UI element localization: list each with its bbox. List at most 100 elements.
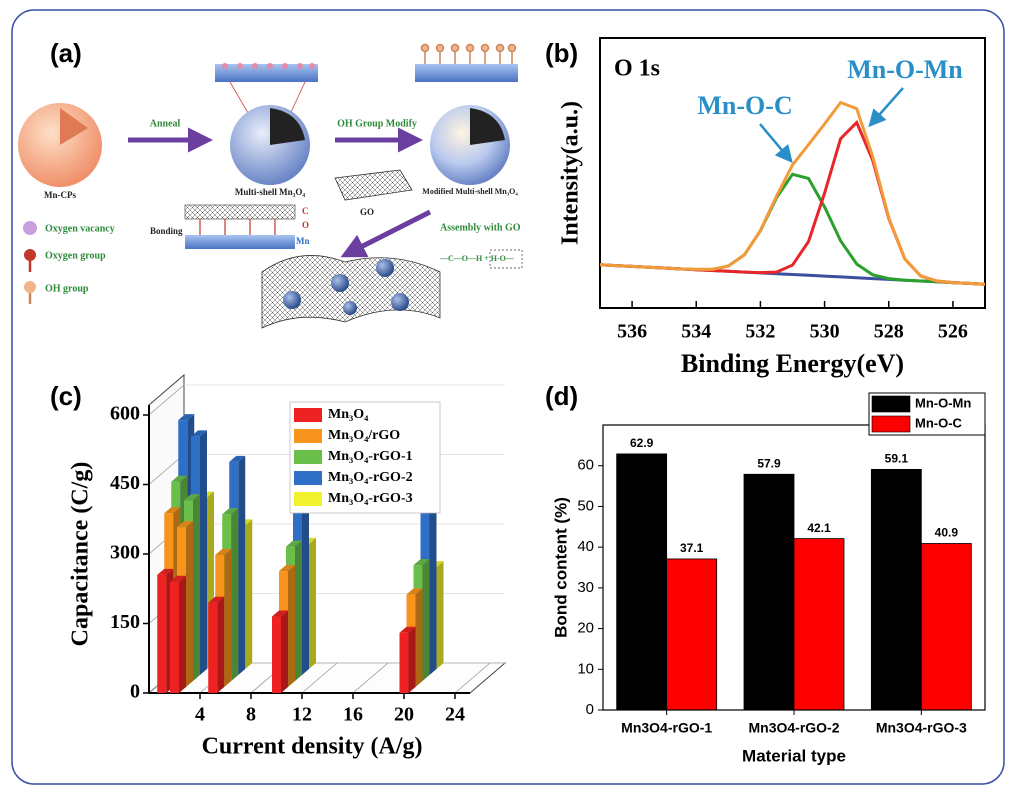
bar-side <box>200 430 207 675</box>
y-axis-label: Capacitance (C/g) <box>68 462 94 647</box>
legend-label: Oxygen vacancy <box>45 223 115 234</box>
panel-label: (c) <box>50 381 82 411</box>
bar <box>272 610 288 693</box>
legend-swatch <box>294 429 322 443</box>
legend-label: Oxygen group <box>45 250 106 261</box>
grid-line <box>148 454 185 485</box>
bar-top <box>286 540 302 547</box>
y-axis-label: Intensity(a.u.) <box>558 101 584 245</box>
outer-border <box>11 9 1005 785</box>
x-tick-label: 24 <box>445 704 465 726</box>
legend-swatch <box>294 471 322 485</box>
bar-side <box>217 596 225 693</box>
bar-side <box>193 494 200 681</box>
grid-line <box>148 384 185 416</box>
x-tick-label: 526 <box>938 321 968 343</box>
bar <box>743 473 795 711</box>
value-label: 42.1 <box>807 521 831 535</box>
bar-side <box>309 537 316 669</box>
bar-front <box>399 632 409 693</box>
x-tick-label: Mn3O4-rGO-2 <box>748 720 839 736</box>
x-tick-label: 20 <box>394 704 414 726</box>
sphere-wedge <box>470 108 505 145</box>
value-label: 59.1 <box>885 452 909 466</box>
node-label: GO <box>360 207 374 217</box>
bar <box>793 538 845 711</box>
x-tick-label: 530 <box>810 321 840 343</box>
diagram: (a) Mn-CPs Anneal Multi-shell Mn₃O₄ OH G… <box>18 38 523 329</box>
bar <box>920 543 972 711</box>
y-tick-label: 300 <box>110 542 140 564</box>
bar-top <box>215 548 232 555</box>
y-tick-label: 10 <box>577 660 594 677</box>
atom-label: C <box>302 206 309 216</box>
x-axis-label: Binding Energy(eV) <box>681 349 904 378</box>
x-axis-label: Material type <box>742 746 846 765</box>
legend-vacancy <box>23 221 37 235</box>
line-series <box>599 100 986 286</box>
bar-front <box>272 616 281 693</box>
bar <box>399 626 416 693</box>
y-tick-label: 0 <box>130 681 140 703</box>
x-tick-label: 536 <box>617 321 647 343</box>
x-tick-label: 528 <box>874 321 904 343</box>
bar-top <box>222 508 239 515</box>
legend-oh <box>24 281 36 293</box>
bar-side <box>415 588 423 687</box>
bar-top <box>279 565 295 572</box>
bar-front <box>170 581 179 693</box>
plot-frame <box>602 424 986 711</box>
y-tick-label: 150 <box>110 611 140 633</box>
node-label: Modified Multi-shell Mn₃O₄ <box>422 187 518 196</box>
grid-line <box>454 662 491 694</box>
y-tick-label: 50 <box>577 497 594 514</box>
node-label: Multi-shell Mn₃O₄ <box>235 187 305 197</box>
legend-label: OH group <box>45 283 89 294</box>
assembled-spheres <box>283 259 409 315</box>
bar-top <box>177 521 193 528</box>
value-label: 62.9 <box>630 436 654 450</box>
bar-top <box>399 626 416 633</box>
bonds <box>199 219 276 235</box>
panel-label: (a) <box>50 38 82 68</box>
bar-top <box>406 588 423 595</box>
legend-label: Mn-O-C <box>915 415 963 430</box>
atom-label: O <box>302 220 309 230</box>
bar-side <box>422 559 430 681</box>
bar-side <box>436 561 444 669</box>
y-tick-label: 450 <box>110 472 140 494</box>
bar-side <box>245 519 253 669</box>
bar-top <box>171 475 188 482</box>
bar-side <box>281 610 288 693</box>
bar <box>170 575 186 693</box>
legend-swatch <box>871 395 911 413</box>
legend-label: Mn-O-Mn <box>915 395 971 410</box>
reaction: —C—O—H + H-O— <box>439 254 515 263</box>
y-tick-label: 0 <box>586 701 594 718</box>
legend-label: Mn₃O₄-rGO-2 <box>328 470 413 485</box>
bar-side <box>429 506 437 675</box>
bar-front <box>157 574 167 693</box>
bar <box>616 453 668 711</box>
bar-front <box>208 602 218 693</box>
bar-side <box>288 565 295 687</box>
value-label: 37.1 <box>680 541 704 555</box>
legend-swatch <box>871 415 911 433</box>
step-label: Anneal <box>150 118 181 129</box>
y-tick-label: 600 <box>110 403 140 425</box>
bar-top <box>272 610 288 617</box>
bar-side <box>186 521 193 687</box>
legend-swatch <box>294 492 322 506</box>
panel-label: (d) <box>545 381 578 411</box>
x-tick-label: 12 <box>292 704 312 726</box>
annotation-arrow <box>759 123 793 164</box>
annotation: Mn-O-C <box>697 91 792 120</box>
node-label: Mn-CPs <box>44 190 76 200</box>
bar-side <box>295 540 302 681</box>
x-tick-label: 8 <box>246 704 256 726</box>
bar-side <box>408 626 416 693</box>
panel-label: (b) <box>545 38 578 68</box>
bar <box>208 596 225 693</box>
y-tick-label: 40 <box>577 538 594 555</box>
